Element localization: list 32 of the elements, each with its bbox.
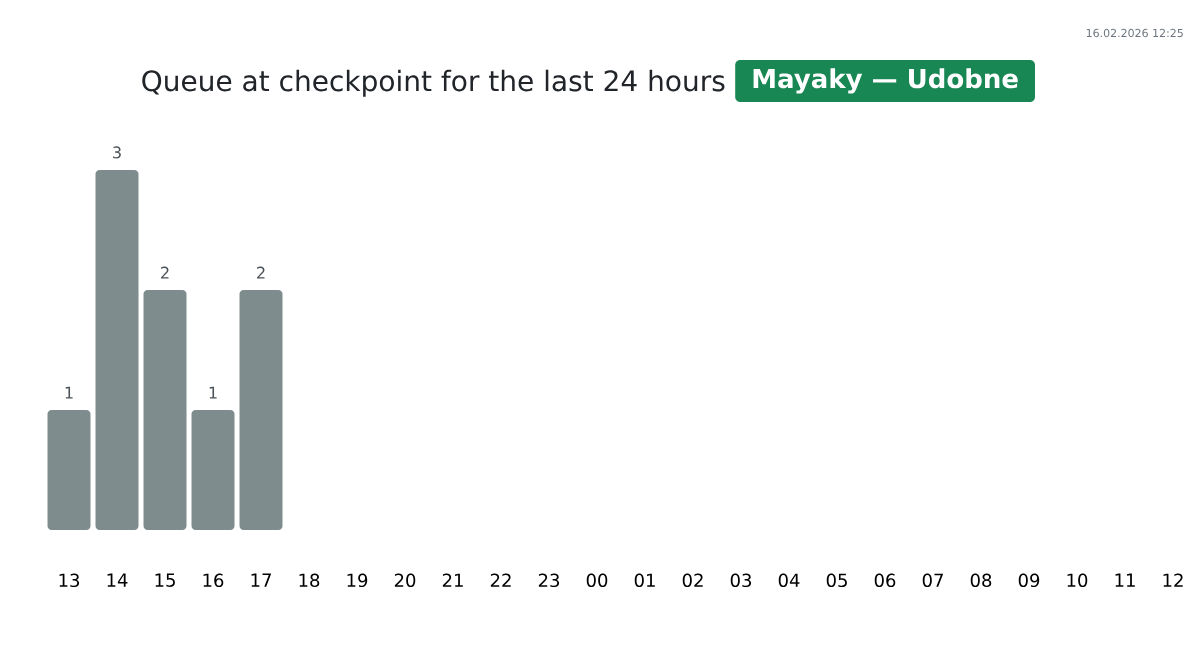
x-tick-label: 07 [922,573,943,588]
x-tick-label: 18 [299,573,320,588]
x-tick-label: 08 [970,573,992,588]
x-tick-label: 12 [1163,573,1183,587]
x-tick-label: 03 [730,573,752,588]
x-tick-label: 20 [394,573,416,588]
x-tick-label: 02 [682,573,703,588]
x-tick-label: 00 [586,573,608,588]
chart-subtitle: Mayaky — Udobne [753,68,1018,94]
x-tick-label: 17 [251,573,271,587]
chart-title: Queue at checkpoint for the last 24 hours [142,69,725,97]
data-label: 1 [209,386,217,399]
data-label: 1 [65,386,73,399]
data-label: 2 [161,266,169,279]
x-tick-label: 19 [347,573,368,588]
x-tick-label: 09 [1018,573,1040,588]
x-tick-label: 06 [874,573,896,588]
x-tick-label: 21 [442,573,463,587]
x-tick-label: 16 [203,573,224,588]
x-tick-label: 05 [826,573,847,588]
data-label: 2 [257,266,265,279]
x-tick-label: 04 [778,573,800,588]
x-tick-label: 14 [107,573,128,587]
x-tick-label: 15 [155,573,175,587]
x-tick-label: 01 [634,573,655,588]
data-label: 3 [113,146,121,159]
x-tick-label: 11 [1115,573,1135,587]
x-tick-label: 10 [1067,573,1088,588]
x-tick-label: 22 [490,573,511,587]
x-tick-label: 23 [538,573,560,588]
text: 16.02.2026 12:25 [1086,28,1183,38]
x-tick-label: 13 [59,573,80,588]
